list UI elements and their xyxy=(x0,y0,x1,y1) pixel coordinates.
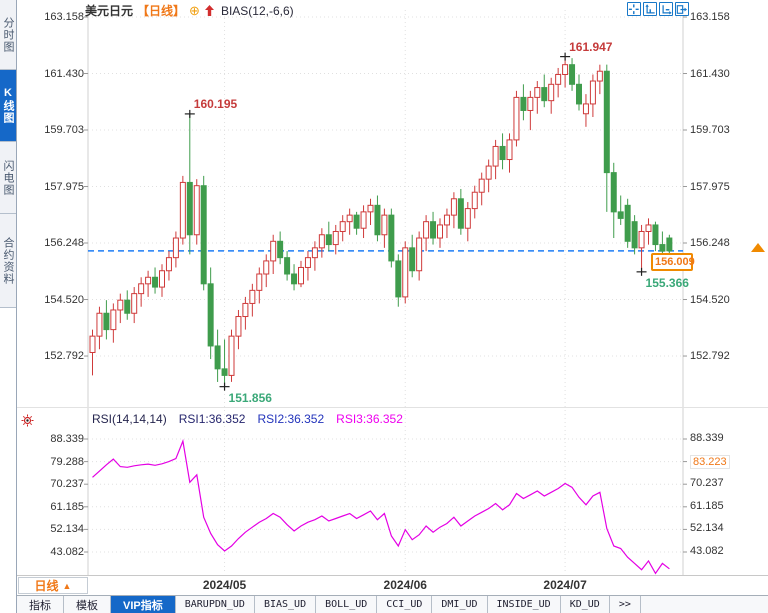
up-arrow-icon xyxy=(204,4,215,17)
pan-crosshair-icon[interactable] xyxy=(627,2,641,16)
chart-toolbar xyxy=(627,2,689,16)
price-axis-label-right: 159.703 xyxy=(690,124,730,136)
period-tag: 【日线】 xyxy=(137,4,186,18)
price-axis-label-left: 154.520 xyxy=(44,293,84,306)
chart-header: 美元日元 【日线】 ⊕ BIAS(12,-6,6) xyxy=(85,2,294,19)
chart-type-sidebar: 分时图 K线图 闪电图 合约资料 xyxy=(0,0,17,613)
sidebar-item-4[interactable]: 合约资料 xyxy=(0,214,16,308)
indicator-tab-4[interactable]: BARUPDN_UD xyxy=(176,596,255,613)
indicator-tab-3[interactable]: VIP指标 xyxy=(111,596,176,613)
indicator-tab-7[interactable]: CCI_UD xyxy=(377,596,433,613)
sidebar-item-1[interactable]: 分时图 xyxy=(0,0,16,70)
rsi-axis-label-right: 61.185 xyxy=(690,499,724,512)
sidebar-item-2[interactable]: K线图 xyxy=(0,70,16,142)
indicator-tab-10[interactable]: KD_UD xyxy=(561,596,610,613)
rsi-axis-label-left: 70.237 xyxy=(50,478,84,491)
rsi-axis-label-right: 52.134 xyxy=(690,522,724,535)
rsi3-value: RSI3:36.352 xyxy=(336,412,403,426)
symbol-name: 美元日元 xyxy=(85,4,134,18)
price-axis-label-right: 154.520 xyxy=(690,293,730,306)
rsi-axis-label-left: 52.134 xyxy=(50,523,84,536)
period-selector-label: 日线 xyxy=(34,579,59,593)
current-price-marker-icon xyxy=(751,242,765,252)
period-selector-button[interactable]: 日线 ▲ xyxy=(18,577,88,594)
price-axis-label-right: 163.158 xyxy=(690,11,730,23)
price-axis-label-left: 159.703 xyxy=(44,124,84,136)
rsi-header: RSI(14,14,14) RSI1:36.352 RSI2:36.352 RS… xyxy=(92,412,403,426)
price-axis-label-left: 157.975 xyxy=(44,180,84,193)
price-axis-label-left: 161.430 xyxy=(44,67,84,80)
zoom-x-axis-icon[interactable] xyxy=(659,2,673,16)
indicator-label: BIAS(12,-6,6) xyxy=(220,3,294,18)
pop-out-icon[interactable] xyxy=(675,2,689,16)
indicator-tab-5[interactable]: BIAS_UD xyxy=(255,596,317,613)
rsi-axis-label-left: 88.339 xyxy=(50,433,84,445)
rsi-value-badge: 83.223 xyxy=(690,454,730,469)
indicator-tab-11[interactable]: >> xyxy=(610,596,641,613)
rsi2-value: RSI2:36.352 xyxy=(257,412,325,426)
price-axis-label-right: 156.248 xyxy=(690,237,730,249)
rsi-axis-label-left: 43.082 xyxy=(50,546,84,558)
price-annotation: 151.856 xyxy=(228,390,272,405)
indicator-tab-2[interactable]: 模板 xyxy=(64,596,111,613)
rsi-axis-label-right: 43.082 xyxy=(690,545,724,557)
sidebar-item-3[interactable]: 闪电图 xyxy=(0,142,16,214)
indicator-tab-6[interactable]: BOLL_UD xyxy=(316,596,378,613)
price-axis-label-right: 152.792 xyxy=(690,350,730,363)
indicator-tab-9[interactable]: INSIDE_UD xyxy=(488,596,561,613)
price-annotation: 161.947 xyxy=(569,39,613,54)
indicator-tab-8[interactable]: DMI_UD xyxy=(432,596,488,613)
xaxis-month-label: 2024/07 xyxy=(543,578,587,592)
add-indicator-icon[interactable]: ⊕ xyxy=(189,3,200,18)
price-axis-label-right: 157.975 xyxy=(690,180,730,193)
rsi-axis-label-left: 61.185 xyxy=(50,500,84,513)
price-annotation: 160.195 xyxy=(193,96,238,111)
xaxis-month-label: 2024/06 xyxy=(383,578,427,592)
rsi-axis-label-left: 79.288 xyxy=(50,455,84,468)
indicator-tab-1[interactable]: 指标 xyxy=(17,596,64,613)
price-axis-label-left: 152.792 xyxy=(44,350,84,363)
current-price-badge: 156.009 xyxy=(651,252,695,271)
rsi-axis-label-right: 88.339 xyxy=(690,432,724,444)
zoom-y-axis-icon[interactable] xyxy=(643,2,657,16)
rsi-axis-label-right: 70.237 xyxy=(690,477,724,490)
price-annotation: 155.366 xyxy=(645,275,689,290)
xaxis-month-label: 2024/05 xyxy=(202,578,247,592)
chevron-up-icon: ▲ xyxy=(62,580,72,591)
rsi-title: RSI(14,14,14) xyxy=(92,412,167,426)
indicator-settings-icon[interactable] xyxy=(21,414,34,430)
indicator-tabbar: 指标 模板 VIP指标 BARUPDN_UD BIAS_UD BOLL_UD CCI_UD D… xyxy=(17,595,768,613)
price-axis-label-right: 161.430 xyxy=(690,67,730,80)
price-axis-label-left: 156.248 xyxy=(44,237,84,249)
price-axis-label-left: 163.158 xyxy=(44,11,84,23)
rsi1-value: RSI1:36.352 xyxy=(178,412,246,426)
